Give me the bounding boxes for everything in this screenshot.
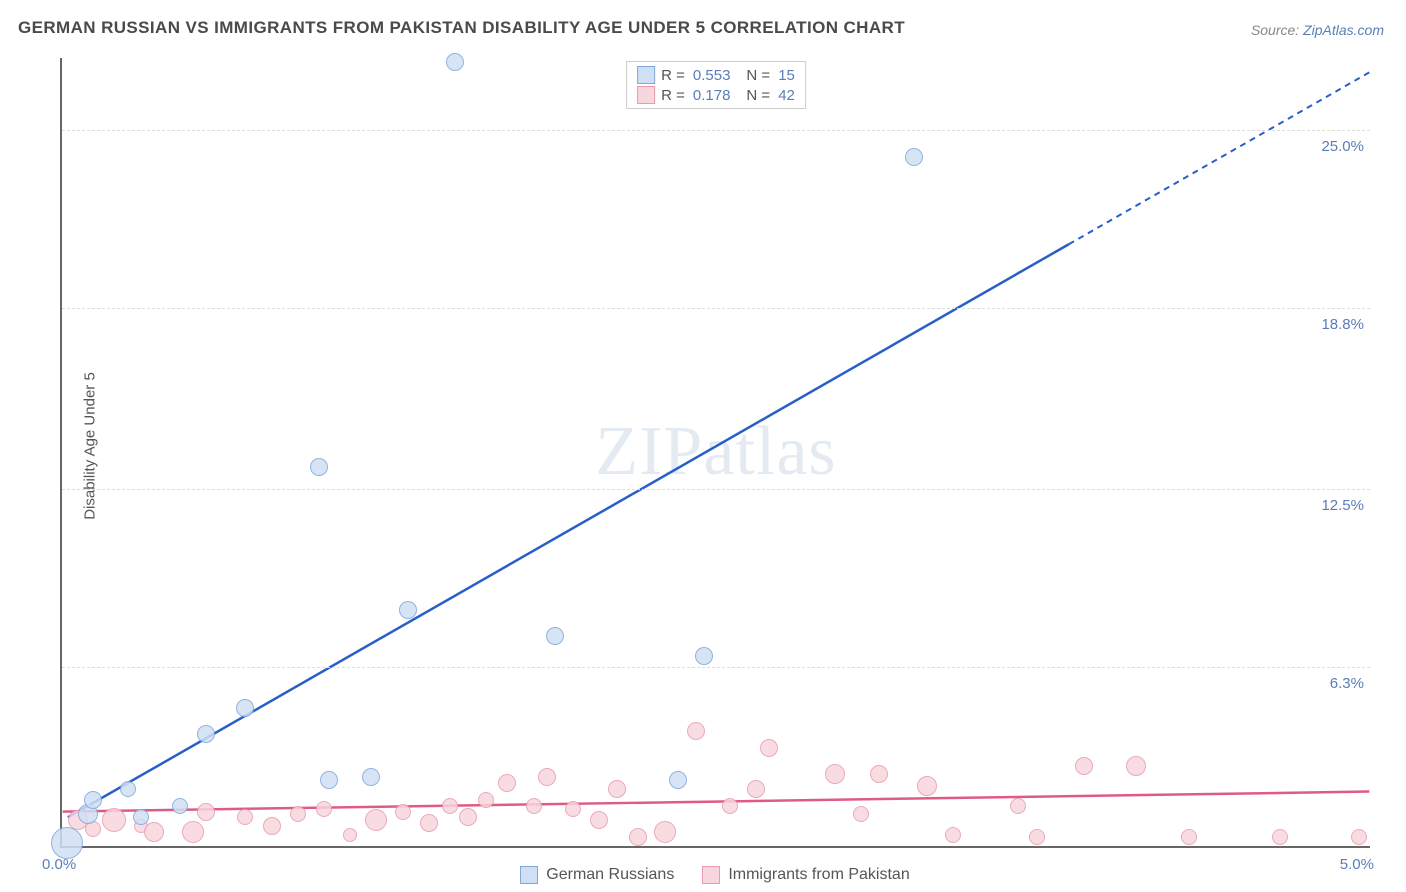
data-point xyxy=(399,601,417,619)
data-point xyxy=(310,458,328,476)
legend-item: German Russians xyxy=(520,866,674,884)
data-point xyxy=(1351,829,1367,845)
data-point xyxy=(870,765,888,783)
data-point xyxy=(722,798,738,814)
data-point xyxy=(546,627,564,645)
data-point xyxy=(695,647,713,665)
chart-title: GERMAN RUSSIAN VS IMMIGRANTS FROM PAKIST… xyxy=(18,18,905,38)
data-point xyxy=(1272,829,1288,845)
data-point xyxy=(320,771,338,789)
data-point xyxy=(84,791,102,809)
data-point xyxy=(459,808,477,826)
regression-line xyxy=(68,244,1069,817)
data-point xyxy=(362,768,380,786)
data-point xyxy=(747,780,765,798)
data-point xyxy=(853,806,869,822)
data-point xyxy=(197,803,215,821)
gridline xyxy=(62,308,1370,309)
data-point xyxy=(590,811,608,829)
data-point xyxy=(629,828,647,846)
legend-swatch xyxy=(702,866,720,884)
regression-line xyxy=(63,792,1370,812)
legend-swatch xyxy=(637,86,655,104)
source-attribution: Source: ZipAtlas.com xyxy=(1251,22,1384,38)
data-point xyxy=(917,776,937,796)
data-point xyxy=(825,764,845,784)
data-point xyxy=(395,804,411,820)
legend-n-label: N = xyxy=(746,87,770,104)
data-point xyxy=(945,827,961,843)
data-point xyxy=(237,809,253,825)
data-point xyxy=(446,53,464,71)
source-label: Source: xyxy=(1251,22,1303,38)
data-point xyxy=(478,792,494,808)
data-point xyxy=(197,725,215,743)
legend-n-value: 15 xyxy=(778,67,795,84)
data-point xyxy=(687,722,705,740)
data-point xyxy=(120,781,136,797)
legend-r-value: 0.178 xyxy=(693,87,731,104)
legend-label: German Russians xyxy=(546,866,674,884)
gridline xyxy=(62,489,1370,490)
correlation-legend: R = 0.553 N = 15 R = 0.178 N = 42 xyxy=(626,61,806,109)
y-tick-label: 6.3% xyxy=(1330,675,1364,692)
y-tick-label: 25.0% xyxy=(1321,138,1364,155)
gridline xyxy=(62,667,1370,668)
data-point xyxy=(1126,756,1146,776)
legend-item: Immigrants from Pakistan xyxy=(702,866,909,884)
gridline xyxy=(62,130,1370,131)
source-link[interactable]: ZipAtlas.com xyxy=(1303,22,1384,38)
data-point xyxy=(316,801,332,817)
legend-swatch xyxy=(637,66,655,84)
series-legend: German Russians Immigrants from Pakistan xyxy=(60,866,1370,884)
plot-area: ZIPatlas R = 0.553N = 15R = 0.178N = 42 … xyxy=(60,58,1370,848)
legend-r-label: R = xyxy=(661,87,685,104)
data-point xyxy=(654,821,676,843)
data-point xyxy=(760,739,778,757)
regression-line-extrapolated xyxy=(1069,72,1370,244)
data-point xyxy=(343,828,357,842)
legend-n-value: 42 xyxy=(778,87,795,104)
data-point xyxy=(102,808,126,832)
data-point xyxy=(236,699,254,717)
watermark: ZIPatlas xyxy=(595,412,836,492)
data-point xyxy=(442,798,458,814)
data-point xyxy=(1010,798,1026,814)
data-point xyxy=(905,148,923,166)
data-point xyxy=(538,768,556,786)
data-point xyxy=(365,809,387,831)
legend-row: R = 0.178 N = 42 xyxy=(637,86,795,104)
data-point xyxy=(420,814,438,832)
data-point xyxy=(1181,829,1197,845)
data-point xyxy=(608,780,626,798)
data-point xyxy=(498,774,516,792)
legend-r-value: 0.553 xyxy=(693,67,731,84)
data-point xyxy=(1029,829,1045,845)
y-tick-label: 12.5% xyxy=(1321,497,1364,514)
data-point xyxy=(263,817,281,835)
legend-r-label: R = xyxy=(661,67,685,84)
y-tick-label: 18.8% xyxy=(1321,316,1364,333)
data-point xyxy=(290,806,306,822)
data-point xyxy=(669,771,687,789)
data-point xyxy=(172,798,188,814)
legend-swatch xyxy=(520,866,538,884)
legend-n-label: N = xyxy=(746,67,770,84)
data-point xyxy=(51,827,83,859)
data-point xyxy=(182,821,204,843)
legend-row: R = 0.553 N = 15 xyxy=(637,66,795,84)
data-point xyxy=(526,798,542,814)
data-point xyxy=(565,801,581,817)
legend-label: Immigrants from Pakistan xyxy=(728,866,909,884)
data-point xyxy=(144,822,164,842)
data-point xyxy=(1075,757,1093,775)
data-point xyxy=(133,809,149,825)
